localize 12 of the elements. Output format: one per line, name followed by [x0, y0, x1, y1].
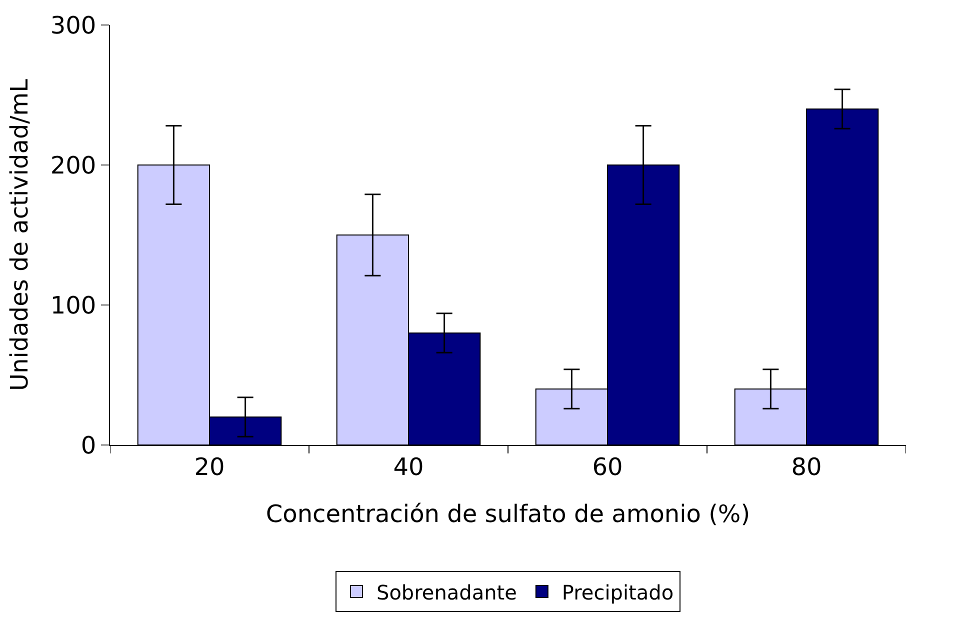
x-tick-label: 60: [592, 452, 623, 481]
x-tick-label: 80: [791, 452, 822, 481]
legend-label: Precipitado: [562, 580, 674, 604]
x-tick-label: 20: [194, 452, 225, 481]
x-tick-label: 40: [393, 452, 424, 481]
legend-label: Sobrenadante: [376, 580, 517, 604]
y-tick-label: 0: [80, 431, 96, 460]
y-axis-title: Unidades de actividad/mL: [5, 78, 34, 392]
y-tick-label: 100: [50, 291, 96, 320]
y-tick-label: 200: [50, 151, 96, 180]
x-axis-title: Concentración de sulfato de amonio (%): [266, 500, 750, 528]
y-tick-label: 300: [50, 11, 96, 40]
